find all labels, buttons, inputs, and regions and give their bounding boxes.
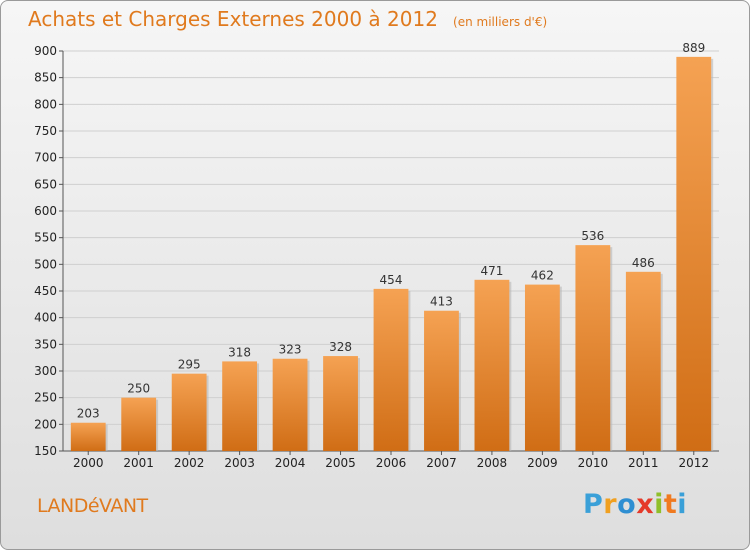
logo-letter: i <box>677 489 688 520</box>
value-label: 323 <box>279 343 302 357</box>
bar <box>575 245 611 451</box>
bar <box>373 288 409 451</box>
y-tick-label: 150 <box>34 444 57 458</box>
y-tick-label: 750 <box>34 124 57 138</box>
value-label: 462 <box>531 269 554 283</box>
value-label: 471 <box>480 264 503 278</box>
x-tick-label: 2008 <box>477 456 508 470</box>
value-label: 203 <box>77 407 100 421</box>
y-tick-label: 850 <box>34 71 57 85</box>
value-label: 454 <box>380 273 403 287</box>
bar <box>323 356 358 451</box>
y-tick-label: 900 <box>34 44 57 58</box>
x-tick-label: 2001 <box>123 456 154 470</box>
x-tick-label: 2006 <box>376 456 407 470</box>
commune-name: LANDéVANT <box>37 495 148 517</box>
y-tick-label: 200 <box>34 417 57 431</box>
bar <box>676 56 712 451</box>
label-layer: 203 250 295 318 323 328 454 413 471 462 536 486 889 <box>77 41 705 421</box>
logo-letter: P <box>583 489 604 520</box>
value-label: 295 <box>178 358 201 372</box>
x-tick-label: 2009 <box>527 456 558 470</box>
x-tick-label: 2000 <box>73 456 104 470</box>
proxiti-logo: Proxiti <box>583 489 687 520</box>
bar <box>70 422 106 451</box>
title-row: Achats et Charges Externes 2000 à 2012 (… <box>28 7 547 31</box>
value-label: 250 <box>127 382 150 396</box>
y-tick-label: 450 <box>34 284 57 298</box>
x-tick-label: 2002 <box>174 456 205 470</box>
y-tick-label: 650 <box>34 177 57 191</box>
bar <box>625 271 661 451</box>
x-tick-label: 2010 <box>578 456 609 470</box>
y-tick-label: 800 <box>34 97 57 111</box>
x-tick-label: 2005 <box>325 456 356 470</box>
axis-layer: 150 200 250 300 350 400 450 500 550 600 650 700 750 8… <box>34 44 719 470</box>
x-tick-label: 2012 <box>678 456 709 470</box>
logo-letter: t <box>663 489 678 520</box>
value-label: 318 <box>228 345 251 359</box>
y-tick-label: 700 <box>34 151 57 165</box>
logo-letter: o <box>617 489 637 520</box>
x-tick-label: 2007 <box>426 456 457 470</box>
y-tick-label: 600 <box>34 204 57 218</box>
y-tick-label: 300 <box>34 364 57 378</box>
bar <box>524 284 560 451</box>
y-tick-label: 250 <box>34 391 57 405</box>
x-tick-label: 2011 <box>628 456 659 470</box>
bar <box>424 310 459 451</box>
value-label: 328 <box>329 340 352 354</box>
value-label: 889 <box>682 41 705 55</box>
y-tick-label: 550 <box>34 231 57 245</box>
y-tick-label: 500 <box>34 257 57 271</box>
bar <box>222 361 258 451</box>
value-label: 486 <box>632 256 655 270</box>
bar-layer <box>70 56 714 451</box>
value-label: 536 <box>581 229 604 243</box>
x-tick-label: 2004 <box>275 456 306 470</box>
y-tick-label: 400 <box>34 311 57 325</box>
bar <box>171 373 207 451</box>
value-label: 413 <box>430 295 453 309</box>
y-tick-label: 350 <box>34 337 57 351</box>
chart-title: Achats et Charges Externes 2000 à 2012 <box>28 7 438 31</box>
logo-letter: i <box>654 489 664 520</box>
logo-letter: x <box>636 489 655 520</box>
bar <box>474 279 510 451</box>
x-tick-label: 2003 <box>224 456 255 470</box>
chart-subtitle: (en milliers d'€) <box>453 15 548 29</box>
logo-letter: r <box>603 489 618 520</box>
bar <box>272 358 308 451</box>
bar <box>121 397 157 451</box>
